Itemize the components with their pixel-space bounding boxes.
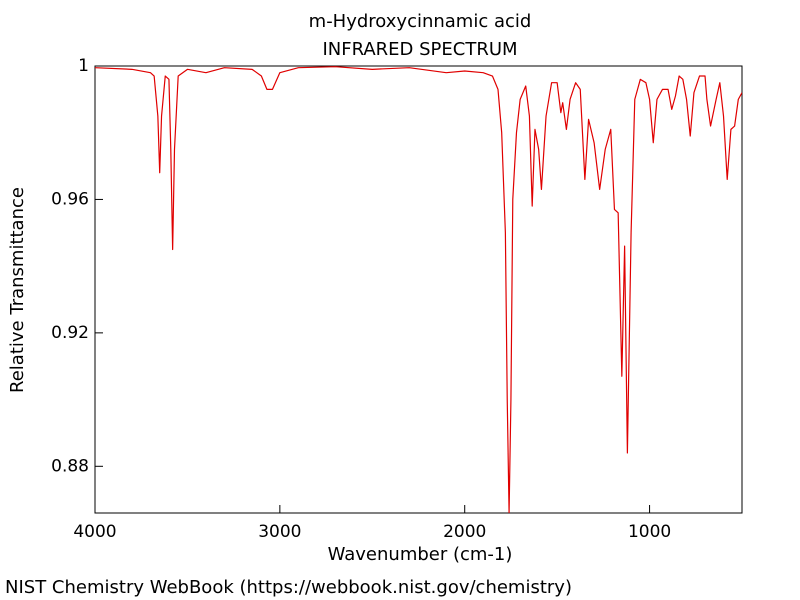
y-tick-label: 0.96 (51, 189, 89, 209)
y-axis-label: Relative Transmittance (7, 187, 28, 393)
y-tick-label: 0.88 (51, 456, 89, 476)
x-tick-label: 1000 (628, 522, 671, 542)
x-tick-label: 4000 (73, 522, 116, 542)
x-axis-label: Wavenumber (cm-1) (328, 544, 513, 565)
spectrum-line (95, 66, 742, 513)
x-tick-label: 3000 (258, 522, 301, 542)
y-tick-label: 0.92 (51, 323, 89, 343)
footer: NIST Chemistry WebBook (https://webbook.… (5, 577, 572, 598)
chart-title: m-Hydroxycinnamic acid (309, 11, 532, 32)
chart-subtitle: INFRARED SPECTRUM (322, 39, 517, 60)
x-tick-label: 2000 (443, 522, 486, 542)
y-tick-label: 1 (78, 56, 89, 76)
plot-frame (94, 65, 743, 514)
